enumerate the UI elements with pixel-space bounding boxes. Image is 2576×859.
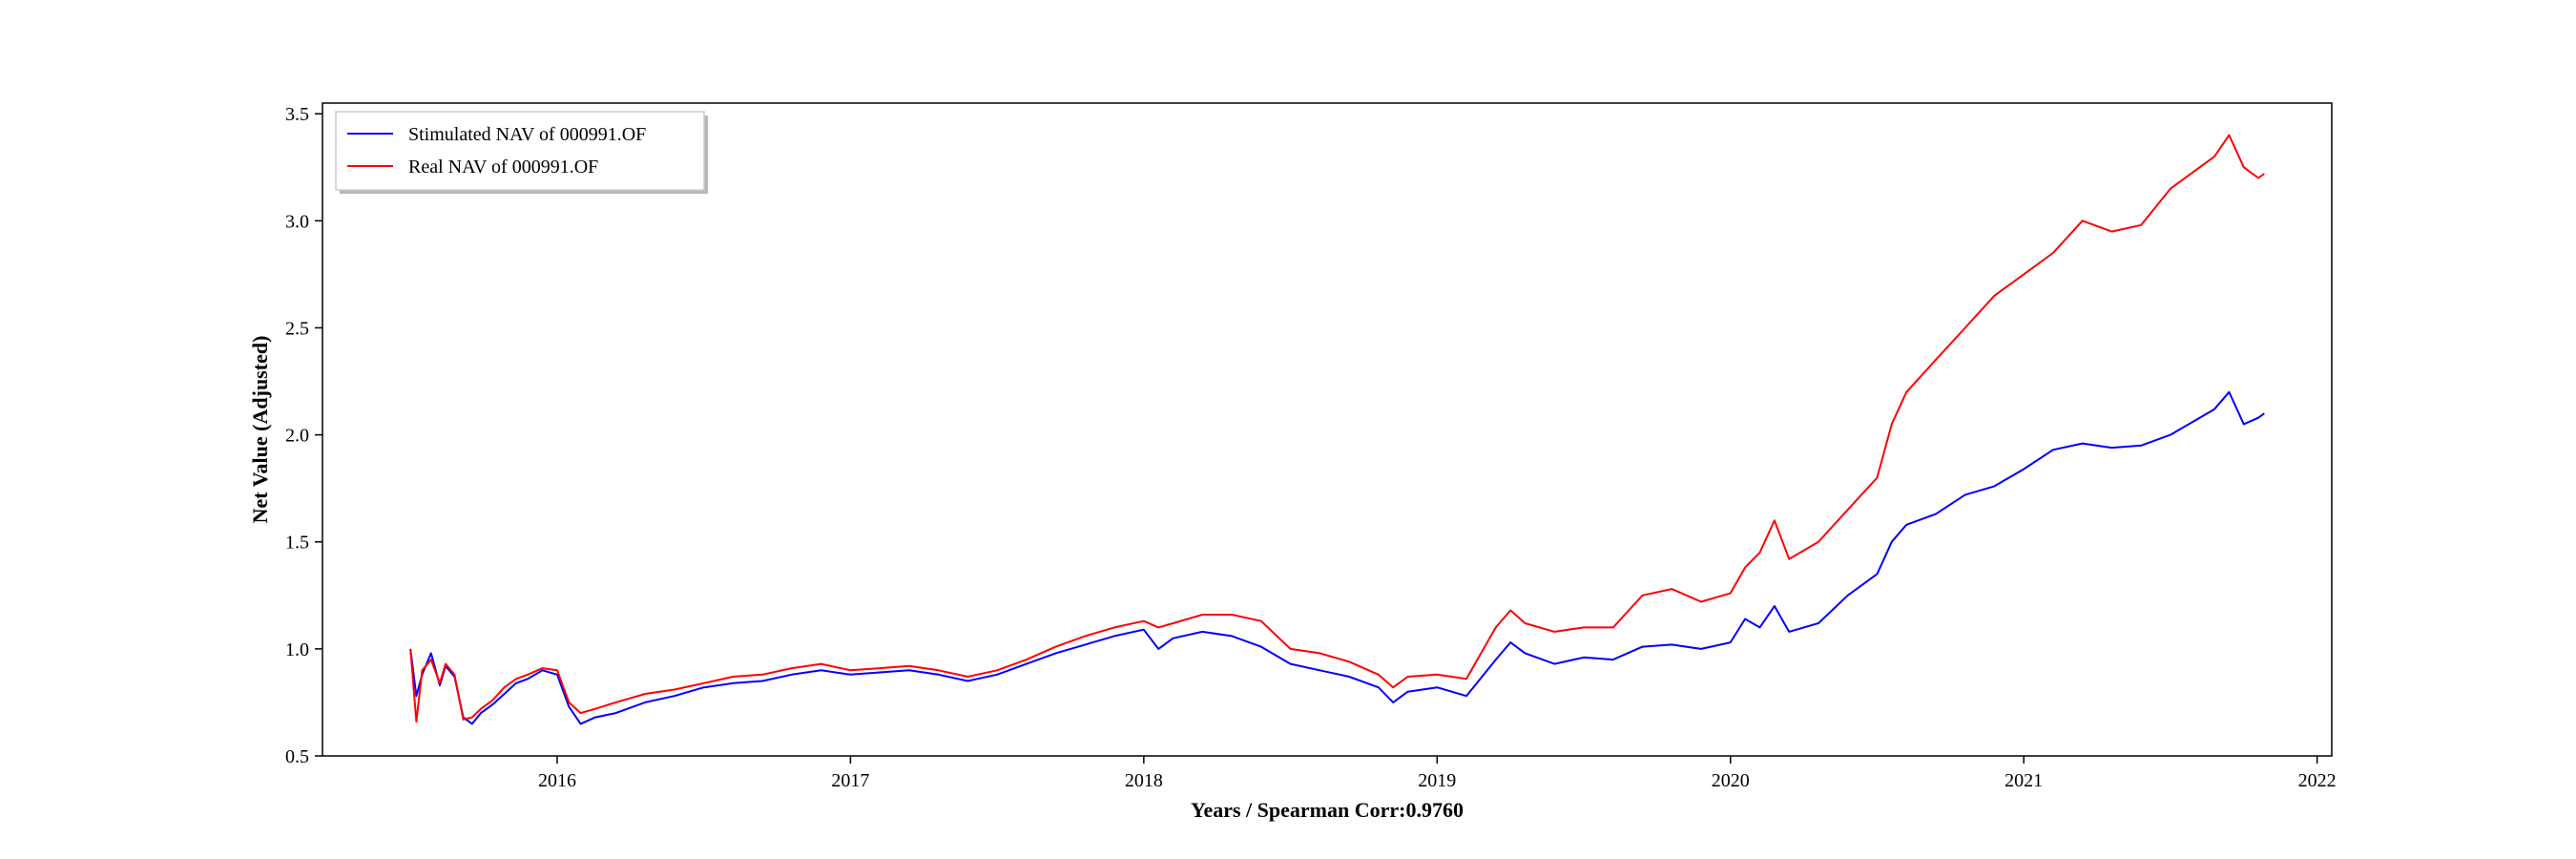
- legend-label-stimulated: Stimulated NAV of 000991.OF: [408, 124, 646, 145]
- x-axis: 2016 2017 2018 2019 2020 2021 2022: [538, 756, 2337, 791]
- x-tick-label: 2017: [831, 770, 869, 791]
- series-line-real-nav: [409, 134, 2265, 723]
- x-tick-label: 2022: [2298, 770, 2337, 791]
- y-tick-label: 3.5: [285, 104, 309, 125]
- x-tick-label: 2021: [2005, 770, 2043, 791]
- y-tick-label: 2.5: [285, 318, 309, 339]
- y-tick-label: 2.0: [285, 426, 309, 447]
- legend-box: [335, 111, 705, 191]
- x-tick-label: 2018: [1125, 770, 1163, 791]
- series-line-stimulated-nav: [409, 390, 2265, 725]
- y-axis-title: Net Value (Adjusted): [248, 336, 272, 524]
- y-tick-label: 1.0: [285, 639, 309, 660]
- legend-label-real: Real NAV of 000991.OF: [408, 157, 598, 178]
- series-layer: [409, 134, 2265, 725]
- x-tick-label: 2016: [538, 770, 576, 791]
- y-tick-label: 3.0: [285, 211, 309, 232]
- x-tick-label: 2019: [1418, 770, 1456, 791]
- legend: Stimulated NAV of 000991.OF Real NAV of …: [335, 111, 708, 194]
- plot-frame: [322, 102, 2333, 757]
- y-axis: 0.5 1.0 1.5 2.0 2.5 3.0 3.5: [285, 104, 322, 767]
- y-tick-label: 0.5: [285, 746, 309, 767]
- y-tick-label: 1.5: [285, 533, 309, 554]
- x-axis-title: Years / Spearman Corr:0.9760: [1191, 798, 1464, 822]
- x-tick-label: 2020: [1712, 770, 1750, 791]
